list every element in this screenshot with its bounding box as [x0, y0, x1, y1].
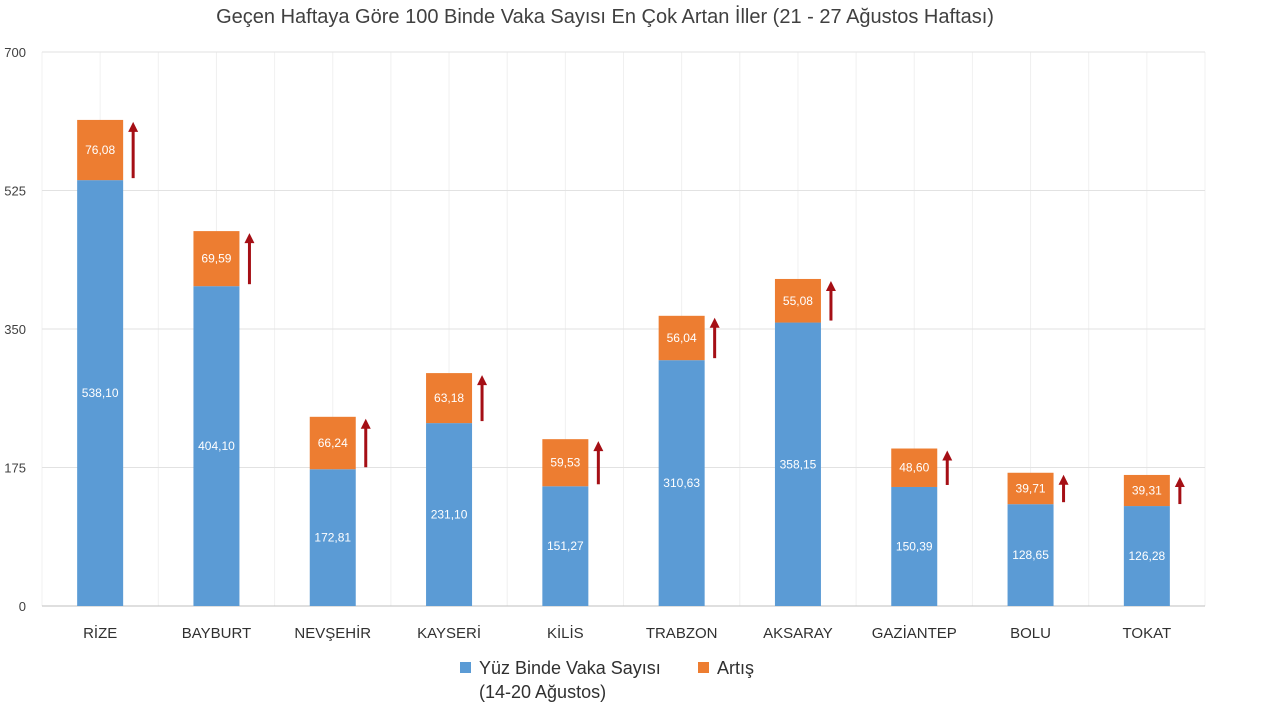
- data-label-base: 310,63: [663, 476, 700, 490]
- bar-base: [1007, 504, 1054, 606]
- increase-arrow-head: [593, 441, 604, 452]
- bar-increase: [193, 231, 240, 287]
- data-label-base: 150,39: [896, 539, 933, 553]
- x-category-label: GAZİANTEP: [872, 624, 957, 642]
- legend-swatch-increase: [698, 662, 709, 673]
- data-label-increase: 76,08: [85, 143, 115, 157]
- data-label-base: 538,10: [82, 386, 119, 400]
- legend-item-base: Yüz Binde Vaka Sayısı (14-20 Ağustos): [460, 656, 661, 704]
- data-label-base: 151,27: [547, 539, 584, 553]
- bar-increase: [1123, 474, 1170, 507]
- legend: Yüz Binde Vaka Sayısı (14-20 Ağustos) Ar…: [0, 656, 1280, 716]
- bar-increase: [542, 439, 589, 487]
- bar-increase: [658, 315, 705, 361]
- legend-label-increase: Artış: [717, 658, 755, 678]
- bar-base: [891, 486, 938, 606]
- bar-base: [193, 286, 240, 606]
- data-label-increase: 39,71: [1016, 481, 1046, 495]
- data-label-base: 358,15: [780, 457, 817, 471]
- bar-base: [658, 360, 705, 606]
- x-category-label: TOKAT: [1123, 625, 1172, 642]
- data-label-increase: 59,53: [550, 456, 580, 470]
- bar-base: [309, 469, 356, 606]
- bar-increase: [1007, 472, 1054, 505]
- bar-base: [77, 180, 124, 607]
- data-label-increase: 55,08: [783, 294, 813, 308]
- y-tick-label: 175: [4, 461, 26, 476]
- legend-swatch-base: [460, 662, 471, 673]
- increase-arrow-head: [825, 280, 836, 291]
- x-category-label: NEVŞEHİR: [294, 624, 371, 642]
- increase-arrow-head: [128, 121, 139, 132]
- bar-increase: [426, 373, 473, 424]
- data-label-increase: 66,24: [318, 436, 348, 450]
- increase-arrow-head: [244, 233, 255, 244]
- bar-increase: [309, 416, 356, 470]
- increase-arrow-head: [477, 375, 488, 386]
- data-label-increase: 56,04: [667, 331, 697, 345]
- data-label-base: 126,28: [1128, 549, 1165, 563]
- x-category-label: RİZE: [83, 624, 117, 642]
- bar-base: [426, 423, 473, 606]
- data-label-increase: 39,31: [1132, 484, 1162, 498]
- y-tick-label: 525: [4, 184, 26, 199]
- y-tick-label: 700: [4, 45, 26, 60]
- data-label-base: 404,10: [198, 439, 235, 453]
- legend-item-increase: Artış: [698, 656, 754, 680]
- y-tick-label: 350: [4, 322, 26, 337]
- chart-title: Geçen Haftaya Göre 100 Binde Vaka Sayısı…: [216, 6, 994, 28]
- increase-arrow-head: [360, 418, 371, 429]
- bar-increase: [774, 278, 821, 323]
- data-label-base: 172,81: [314, 531, 351, 545]
- increase-arrow-head: [1058, 474, 1069, 485]
- data-label-base: 231,10: [431, 508, 468, 522]
- x-category-label: TRABZON: [646, 625, 718, 642]
- x-category-label: KAYSERİ: [417, 624, 481, 642]
- increase-arrow-head: [1174, 476, 1185, 487]
- data-label-increase: 63,18: [434, 391, 464, 405]
- data-label-increase: 69,59: [201, 252, 231, 266]
- x-category-label: AKSARAY: [763, 625, 833, 642]
- bar-base: [1123, 506, 1170, 606]
- data-label-base: 128,65: [1012, 548, 1049, 562]
- data-label-increase: 48,60: [899, 461, 929, 475]
- bar-increase: [891, 448, 938, 487]
- legend-label-base: Yüz Binde Vaka Sayısı (14-20 Ağustos): [479, 658, 661, 702]
- bar-base: [774, 322, 821, 606]
- increase-arrow-head: [709, 317, 720, 328]
- increase-arrow-head: [942, 450, 953, 461]
- x-category-label: KİLİS: [547, 624, 584, 642]
- y-tick-label: 0: [19, 599, 26, 614]
- x-category-label: BAYBURT: [182, 625, 251, 642]
- x-category-label: BOLU: [1010, 625, 1051, 642]
- bar-base: [542, 486, 589, 606]
- bar-increase: [77, 119, 124, 181]
